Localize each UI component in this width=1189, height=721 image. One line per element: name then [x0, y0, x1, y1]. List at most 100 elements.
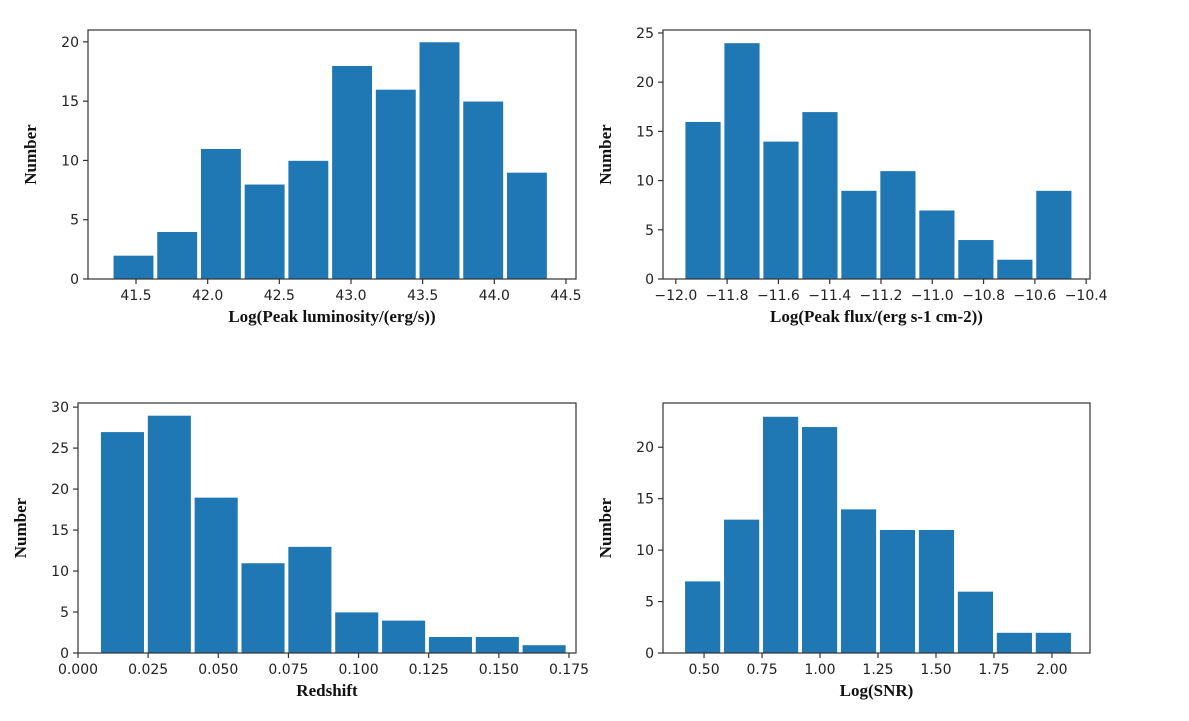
y-axis-label: Number [596, 124, 615, 185]
bar [762, 415, 799, 654]
bar [418, 41, 461, 280]
bar [879, 170, 917, 280]
x-tick-label: 0.100 [339, 662, 379, 678]
bar [381, 619, 426, 654]
y-tick-label: 0 [645, 646, 654, 662]
x-tick-label: 1.25 [862, 662, 893, 678]
x-tick-label: 41.5 [120, 288, 151, 304]
bar [331, 65, 373, 280]
y-tick-label: 15 [61, 94, 79, 110]
bar [193, 496, 239, 654]
bar [112, 254, 155, 280]
y-tick-label: 0 [70, 272, 79, 288]
bar [287, 160, 330, 280]
bar [334, 611, 380, 654]
x-tick-label: 0.50 [688, 662, 719, 678]
x-tick-label: −12.0 [654, 288, 697, 304]
y-tick-label: 10 [51, 564, 69, 580]
y-tick-label: 10 [636, 174, 654, 190]
x-tick-label: 1.00 [804, 662, 835, 678]
y-tick-label: 20 [636, 440, 654, 456]
x-tick-label: 44.5 [550, 288, 581, 304]
x-tick-label: 0.75 [746, 662, 777, 678]
y-tick-label: 5 [645, 223, 654, 239]
x-tick-label: 0.025 [128, 662, 168, 678]
bar [243, 183, 286, 280]
axes-frame [77, 402, 577, 654]
chart-flux: −12.0 −11.8 −11.6 −11.4 −11.2 −11.0 −10.8 −10.6… [596, 26, 1108, 326]
chart-redshift: 0.000 0.025 0.050 0.075 0.100 0.125 0.150 0.175… [11, 400, 589, 700]
x-tick-label: −10.8 [962, 288, 1005, 304]
x-tick-label: 1.75 [978, 662, 1009, 678]
bar [200, 148, 242, 280]
x-tick-label: 0.175 [549, 662, 589, 678]
x-tick-label: 0.000 [58, 662, 98, 678]
bar [684, 121, 722, 280]
x-tick-label: −10.4 [1065, 288, 1108, 304]
y-tick-label: 15 [636, 492, 654, 508]
y-axis-label: Number [596, 497, 615, 558]
bar [240, 562, 286, 654]
bar [762, 140, 800, 280]
x-axis-label: Redshift [296, 681, 358, 700]
x-tick-label: 1.50 [920, 662, 951, 678]
y-tick-label: 10 [61, 153, 79, 169]
x-axis-label: Log(Peak luminosity/(erg/s)) [228, 307, 435, 326]
bar [996, 258, 1034, 280]
bar [156, 231, 198, 280]
x-tick-label: 42.0 [192, 288, 223, 304]
bar [996, 632, 1033, 654]
bar [957, 590, 994, 654]
bar [287, 546, 333, 654]
bar [723, 518, 761, 654]
bar [428, 636, 473, 654]
bar [918, 529, 955, 654]
y-axis-label: Number [21, 124, 40, 185]
x-tick-label: −11.0 [911, 288, 954, 304]
x-axis-label: Log(SNR) [840, 681, 914, 700]
y-tick-label: 20 [61, 35, 79, 51]
x-tick-label: 43.5 [407, 288, 438, 304]
bar [146, 414, 192, 654]
axes-frame [662, 29, 1091, 280]
y-tick-label: 0 [60, 646, 69, 662]
bar [840, 190, 878, 280]
x-tick-label: −11.4 [808, 288, 851, 304]
y-tick-label: 5 [60, 605, 69, 621]
x-tick-label: 0.150 [479, 662, 519, 678]
x-tick-label: 0.050 [198, 662, 238, 678]
bar [918, 209, 956, 280]
bar [474, 636, 520, 654]
bar [879, 529, 916, 654]
y-axis-label: Number [11, 497, 30, 558]
bar [957, 239, 995, 280]
bar [684, 580, 722, 654]
y-tick-label: 15 [636, 124, 654, 140]
bar [462, 100, 504, 280]
bar [100, 431, 145, 654]
axes-frame [87, 29, 577, 280]
y-tick-label: 20 [51, 482, 69, 498]
bar [801, 426, 838, 654]
x-tick-label: 0.125 [409, 662, 449, 678]
bar [1034, 632, 1072, 654]
x-tick-label: −10.6 [1013, 288, 1056, 304]
y-tick-label: 10 [636, 543, 654, 559]
x-tick-label: −11.6 [757, 288, 800, 304]
bar [840, 508, 877, 654]
y-tick-label: 5 [70, 213, 79, 229]
bar [801, 111, 839, 280]
y-tick-label: 30 [51, 400, 69, 416]
y-tick-label: 20 [636, 75, 654, 91]
x-tick-label: 44.0 [479, 288, 510, 304]
x-tick-label: 43.0 [335, 288, 366, 304]
x-tick-label: −11.2 [860, 288, 903, 304]
x-tick-label: 2.00 [1036, 662, 1067, 678]
y-tick-label: 5 [645, 595, 654, 611]
y-tick-label: 0 [645, 272, 654, 288]
x-axis-label: Log(Peak flux/(erg s-1 cm-2)) [770, 307, 983, 326]
bar [723, 42, 761, 280]
y-tick-label: 15 [51, 523, 69, 539]
chart-luminosity: 41.5 42.0 42.5 43.0 43.5 44.0 44.5 0 5 10 15 20 Log(… [21, 29, 582, 326]
